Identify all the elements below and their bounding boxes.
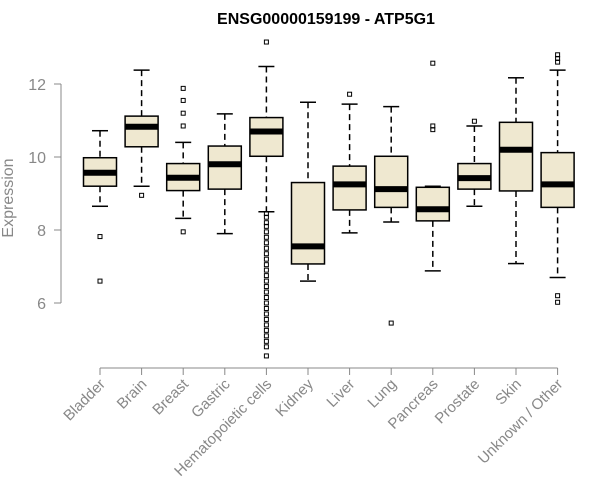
outlier-point [471,118,477,124]
outlier-point [263,295,269,301]
outlier-point [263,284,269,290]
box-liver [332,91,367,234]
box-brain [124,69,159,198]
iqr-box [498,121,534,192]
outlier-point [263,234,269,240]
y-tick-label: 10 [28,150,46,167]
box-unknown-other [540,52,575,305]
box-pancreas [415,60,451,272]
x-tick-label: Lung [364,376,400,412]
iqr-box [373,155,409,209]
x-tick-label: Breast [149,375,192,418]
chart-title: ENSG00000159199 - ATP5G1 [217,11,435,28]
outlier-point [263,256,269,262]
iqr-box [207,145,243,190]
box-gastric [207,113,243,235]
outlier-point [263,262,269,268]
outlier-point [347,91,353,97]
outlier-point [263,344,269,350]
boxes [82,39,575,359]
outlier-point [263,289,269,295]
outlier-point [263,39,269,45]
outlier-point [430,127,436,133]
y-tick-label: 8 [37,223,46,240]
box-bladder [82,129,118,284]
iqr-box [290,181,326,265]
y-tick-label: 6 [37,296,46,313]
outlier-point [263,214,269,220]
outlier-point [139,192,145,198]
box-kidney [290,101,326,282]
box-breast [165,85,201,235]
x-tick-label: Prostate [432,376,484,428]
outlier-point [263,353,269,359]
outlier-point [180,85,186,91]
box-hematopoietic-cells [249,39,284,359]
outlier-point [263,229,269,235]
outlier-point [430,60,436,66]
iqr-box [540,151,575,209]
x-tick-label: Bladder [60,376,109,425]
outlier-point [555,59,561,65]
x-tick-label: Skin [492,376,525,409]
outlier-point [263,322,269,328]
y-tick-label: 12 [28,77,46,94]
outlier-point [263,305,269,311]
outlier-point [180,229,186,235]
outlier-point [180,123,186,129]
iqr-box [332,165,367,211]
outlier-point [263,327,269,333]
outlier-point [263,245,269,251]
box-skin [498,77,534,265]
outlier-point [97,278,103,284]
outlier-point [263,267,269,273]
box-prostate [457,118,492,208]
iqr-box [415,186,451,222]
outlier-point [263,316,269,322]
outlier-point [555,293,561,299]
outlier-point [263,251,269,257]
outlier-point [263,278,269,284]
y-ticks: 6 8 10 12 [28,77,61,313]
box-lung [373,105,409,326]
iqr-box [249,116,284,158]
outlier-point [180,97,186,103]
outlier-point [263,338,269,344]
outlier-point [263,300,269,306]
x-tick-label: Liver [323,376,358,411]
outlier-point [263,333,269,339]
x-tick-label: Kidney [272,375,317,420]
outlier-point [263,240,269,246]
outlier-point [97,234,103,240]
outlier-point [555,299,561,305]
outlier-point [180,110,186,116]
outlier-point [263,223,269,229]
outlier-point [263,273,269,279]
y-axis-label: Expression [0,158,17,237]
iqr-box [124,115,159,148]
x-tick-label: Brain [114,376,151,413]
outlier-point [388,320,394,326]
outlier-point [263,311,269,317]
